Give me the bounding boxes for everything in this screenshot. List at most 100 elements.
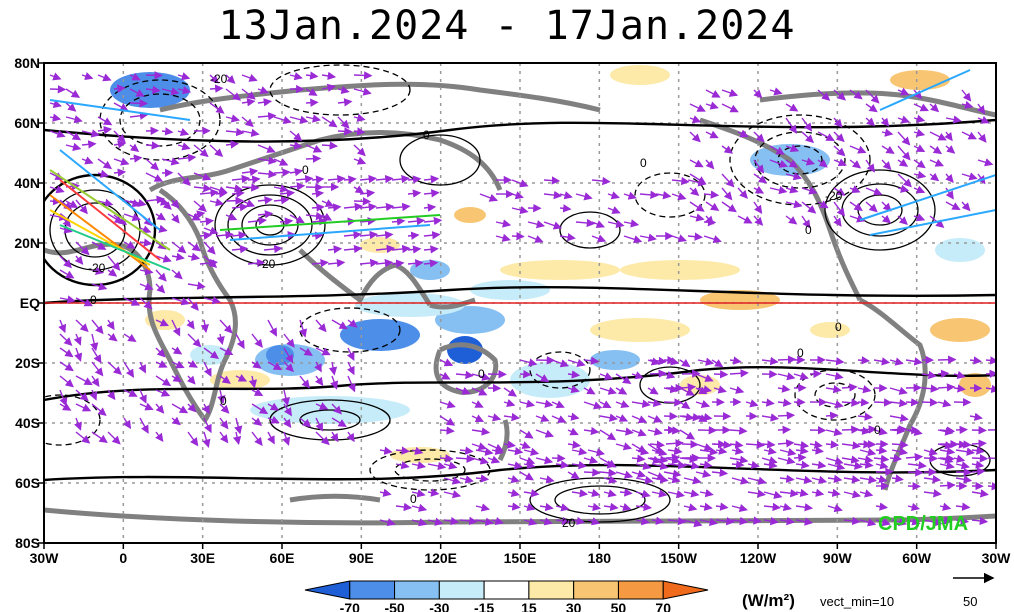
wind-vector [817,159,828,168]
wind-vector [305,88,318,96]
wind-vector [283,347,294,364]
svg-text:0: 0 [220,394,227,408]
wind-vector [849,159,862,169]
wind-vector [913,103,929,112]
wind-vector [929,145,943,155]
wind-vector [219,431,229,444]
wind-vector [977,115,990,124]
wind-vector [123,361,135,378]
wind-vector [311,258,329,268]
wind-vector [689,131,701,143]
wind-vector [331,403,342,415]
wind-vector [615,400,630,409]
wind-vector [321,71,337,81]
wind-vector [619,488,633,497]
wind-vector [209,102,225,114]
wind-vector [913,213,926,222]
wind-vector [145,141,161,150]
wind-vector [971,446,985,455]
wind-vector [439,426,455,435]
wind-vector [607,219,625,229]
wind-vector [91,347,102,364]
wind-vector [171,374,182,383]
wind-vector [833,215,842,227]
wind-vector [305,114,322,123]
map-title: 13Jan.2024 - 17Jan.2024 [218,3,796,49]
wind-vector [889,413,909,423]
wind-vector [299,417,312,428]
wind-vector [703,190,720,199]
wind-vector [186,375,196,385]
wind-vector [423,245,439,254]
wind-vector [507,447,524,456]
wind-vector [729,385,745,394]
wind-vector [139,297,153,310]
wind-vector [865,103,878,113]
wind-vector [811,475,828,484]
wind-vector [225,88,242,101]
wind-vector [107,213,124,224]
wind-vector [825,400,844,409]
wind-vector [697,385,712,394]
wind-vector [571,489,589,498]
wind-vector [353,197,372,206]
wind-vector [897,158,909,167]
wind-vector [769,145,785,155]
wind-vector [849,185,861,194]
wind-vector [761,413,780,422]
wind-vector [944,131,953,142]
wind-vector [439,371,451,380]
axis-ticks [38,62,997,549]
wind-vector [407,189,422,198]
lat-tick-label: 20S [15,355,40,371]
colorbar-tick-label: 30 [566,600,582,612]
wind-vector [555,503,570,512]
wind-vector [49,72,62,81]
wind-vector [777,372,796,381]
wind-vector [145,71,163,80]
wind-vector [683,461,700,470]
wind-vector [623,235,643,244]
wind-vector [635,447,650,456]
wind-vector [423,189,440,198]
svg-text:0: 0 [410,492,417,506]
wind-vector [801,201,817,214]
wind-vector [347,319,358,328]
wind-vector [443,461,458,470]
wind-vector [587,502,602,512]
wind-vector [106,319,115,331]
wind-vector [971,516,989,526]
wind-vector [305,144,323,153]
wind-vector [49,129,66,138]
wind-vector [763,516,779,526]
wind-vector [753,173,768,184]
wind-vector [543,221,563,230]
wind-vector [455,370,474,380]
wind-vector [107,268,118,277]
wind-vector [251,333,263,348]
wind-vector [631,469,647,478]
wind-vector [443,476,462,485]
wind-vector [145,158,160,171]
wind-vector [721,103,739,113]
wind-vector [225,114,240,123]
wind-vector [145,172,164,182]
wind-vector [731,516,749,526]
wind-vector [769,186,788,195]
wind-vector [247,216,267,226]
wind-vector [953,384,966,393]
wind-vector [155,360,168,368]
wind-vector [635,489,651,498]
wind-vector [753,185,765,194]
wind-vector [651,461,669,471]
wind-vector [75,375,93,386]
wind-vector [939,447,956,456]
wind-vector [881,128,894,137]
wind-vector [809,440,823,449]
wind-vector [705,89,721,98]
wind-vector [705,159,715,170]
wind-vector [155,375,172,387]
wind-vector [587,448,606,457]
wind-vector [681,413,702,422]
wind-vector [375,202,395,212]
